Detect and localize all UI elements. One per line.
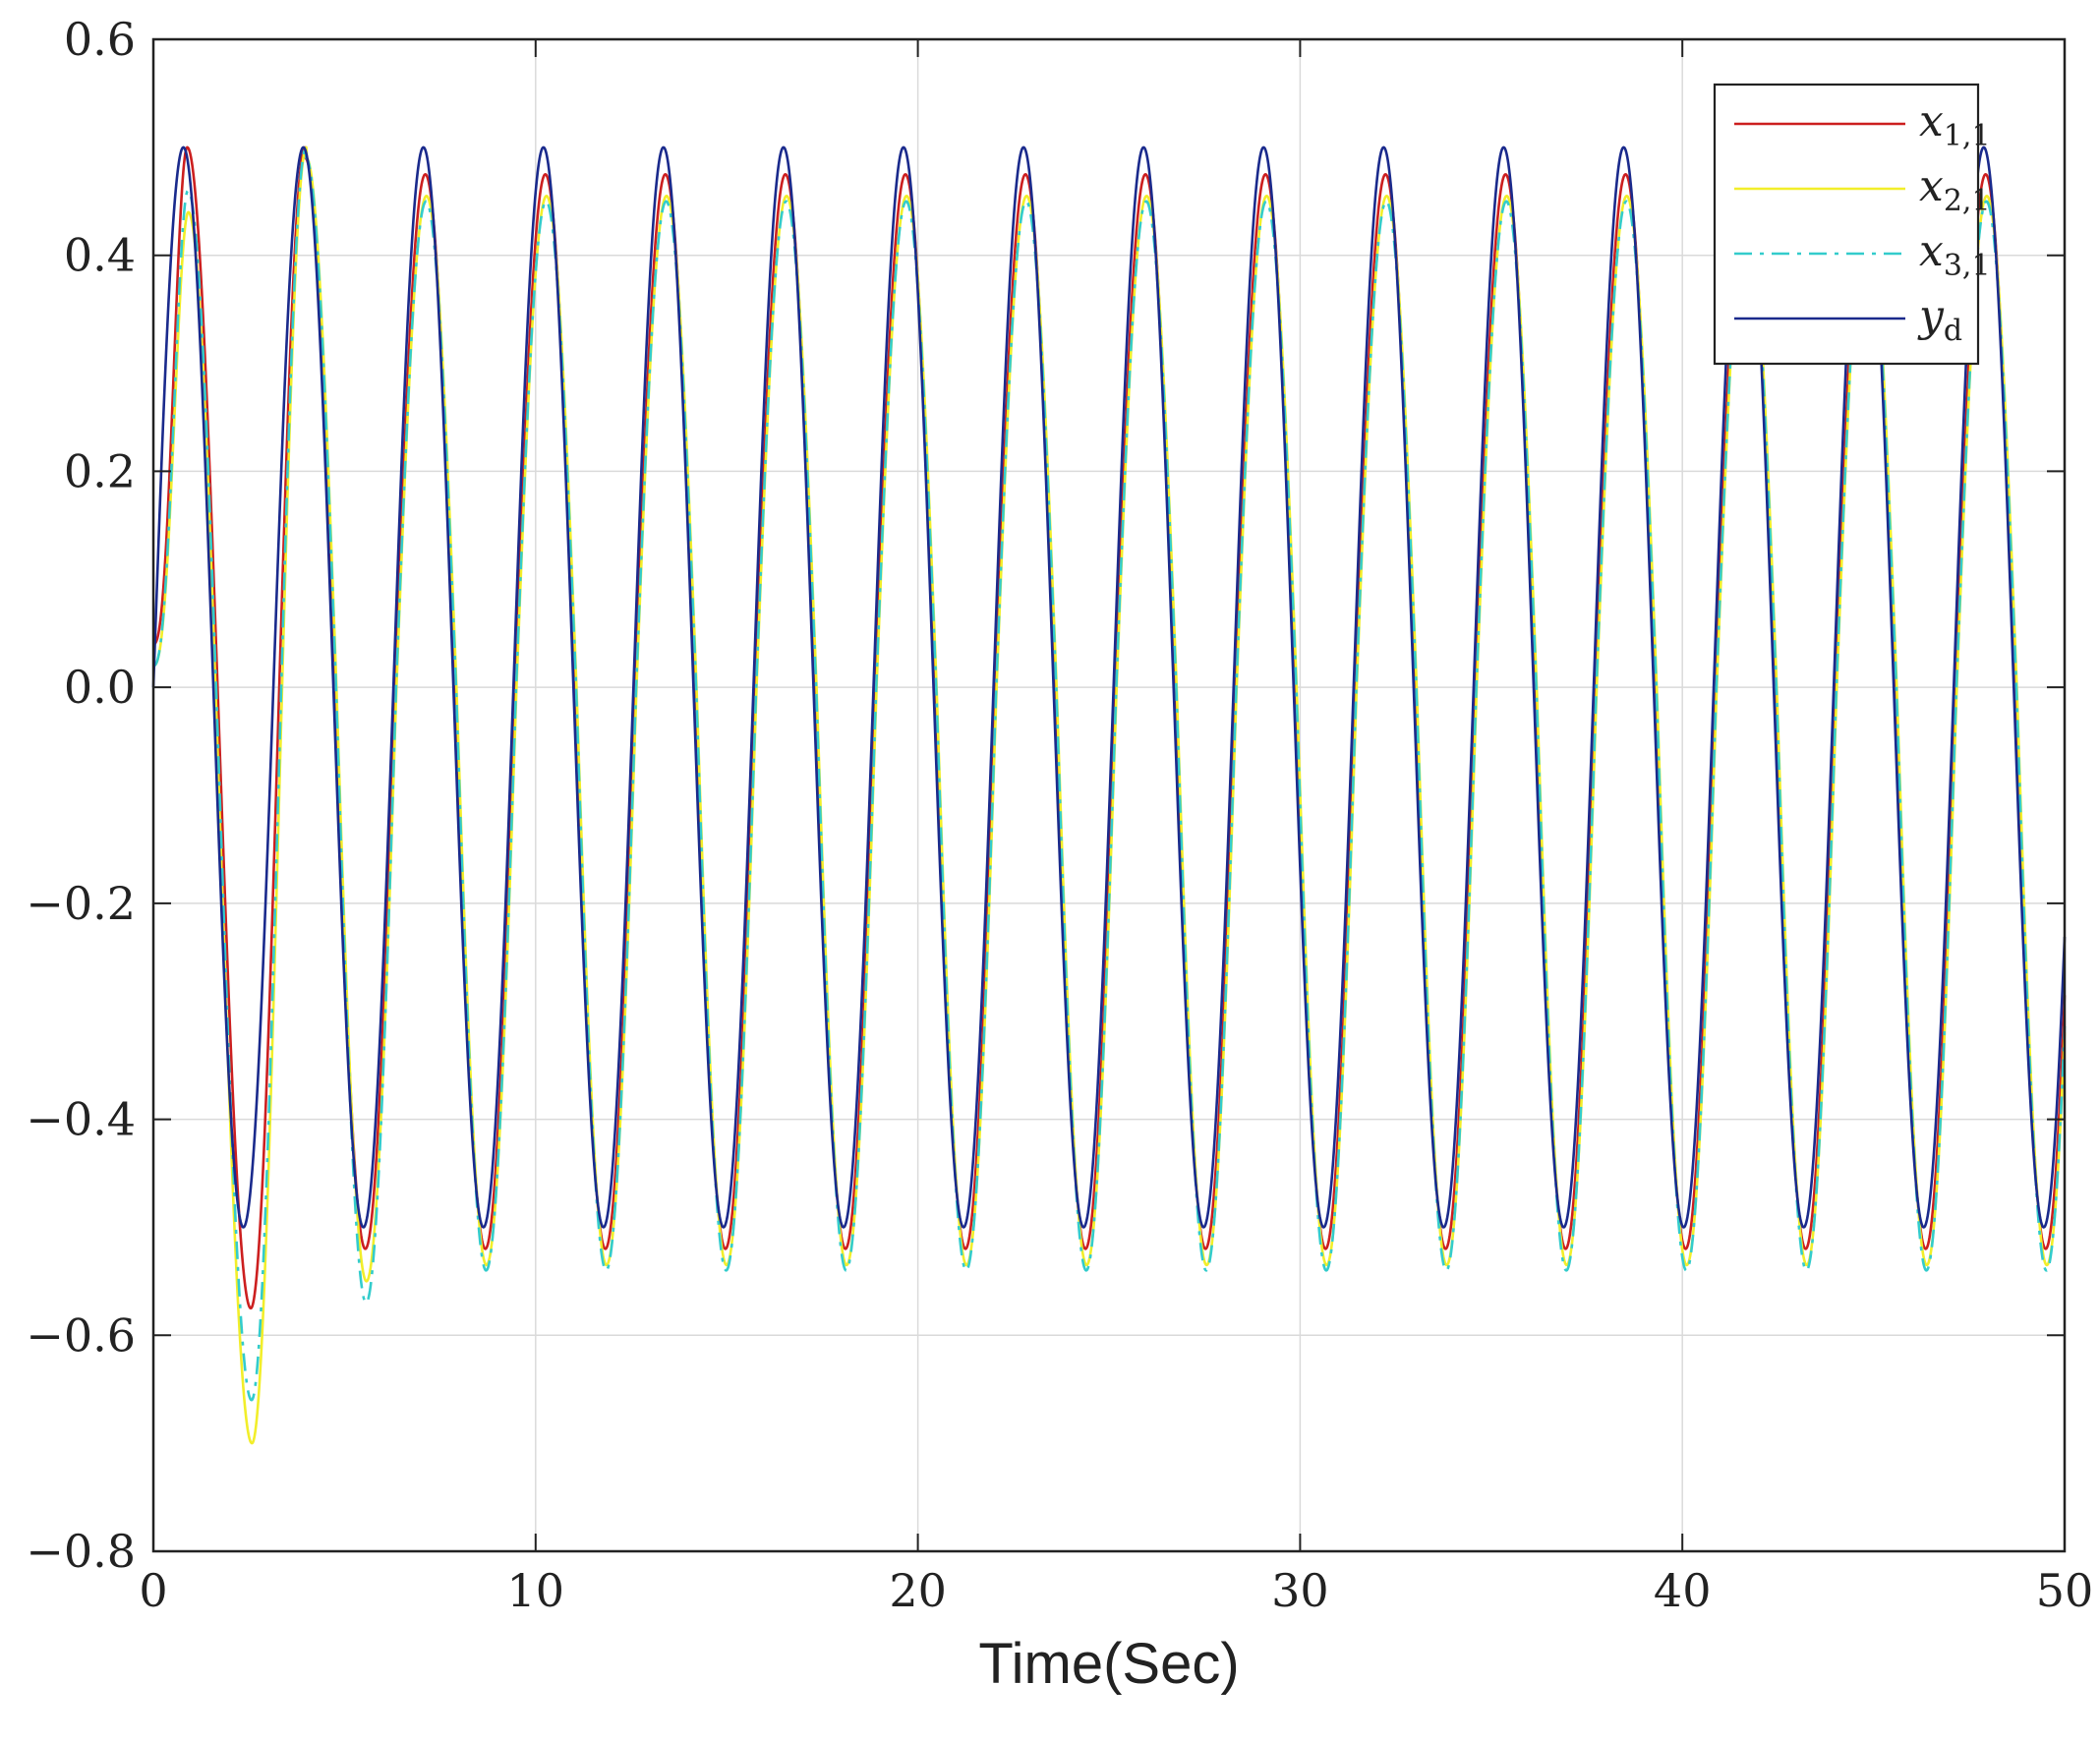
x-tick-label: 20 (889, 1564, 947, 1617)
legend-label-symbol: y (1917, 291, 1945, 341)
x-tick-label: 40 (1654, 1564, 1712, 1617)
legend-label: x2,1 (1919, 161, 1991, 218)
x-axis-title: Time(Sec) (978, 1632, 1239, 1696)
legend-label: x3,1 (1919, 226, 1991, 283)
x-tick-label: 0 (139, 1564, 167, 1617)
x-tick-label: 50 (2036, 1564, 2094, 1617)
legend-label-symbol: x (1919, 161, 1944, 211)
legend-label-symbol: x (1919, 226, 1944, 276)
tick-labels: 0 10 20 30 40 50 0.6 0.4 0.2 0.0 −0.2 −0.4 −0.6 −0.8 (26, 13, 2093, 1617)
y-tick-label: −0.2 (26, 877, 136, 930)
axis-ticks (152, 38, 2066, 1552)
legend-label: yd (1917, 291, 1962, 348)
y-tick-label: 0.6 (64, 13, 136, 66)
y-tick-label: 0.4 (64, 229, 136, 282)
legend-label-subscript: 2,1 (1944, 184, 1991, 218)
legend-label-subscript: d (1944, 314, 1962, 348)
y-tick-label: −0.6 (26, 1308, 136, 1362)
plot-area-frame (151, 37, 2067, 1553)
y-tick-label: −0.8 (26, 1525, 136, 1578)
legend-label-subscript: 1,1 (1944, 119, 1991, 153)
y-tick-label: 0.2 (64, 444, 136, 497)
legend-label: x1,1 (1919, 96, 1991, 153)
legend-label-symbol: x (1919, 96, 1944, 146)
legend-box (1713, 83, 1980, 366)
y-tick-label: −0.4 (26, 1093, 136, 1146)
x-tick-label: 30 (1271, 1564, 1329, 1617)
legend: x1,1x2,1x3,1yd (1713, 83, 1991, 366)
y-tick-label: 0.0 (64, 661, 136, 714)
legend-label-subscript: 3,1 (1944, 249, 1991, 283)
x-tick-label: 10 (507, 1564, 565, 1617)
